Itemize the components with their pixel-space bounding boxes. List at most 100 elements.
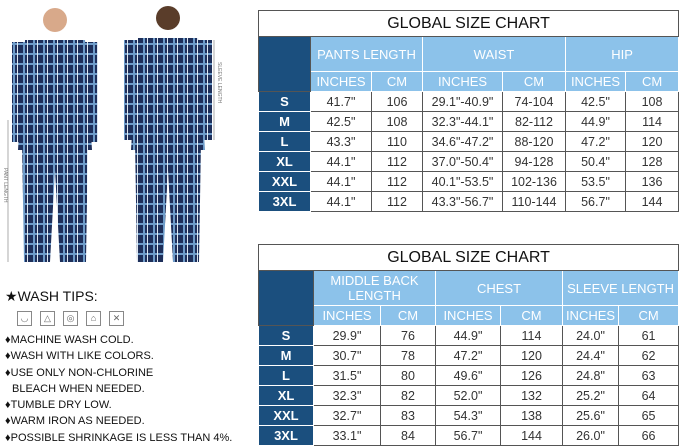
table-cell: 78: [380, 345, 436, 366]
table-cell: 126: [500, 365, 563, 386]
table-cell: 31.5": [313, 365, 381, 386]
column-group-header: HIP: [564, 36, 679, 72]
table-row: L 43.3" 110 34.6"-47.2" 88-120 47.2" 120: [258, 131, 679, 152]
table-cell: 44.9": [435, 325, 501, 346]
table-cell: 88-120: [502, 131, 566, 152]
table-cell: 52.0": [435, 385, 501, 406]
table-cell: 42.5": [565, 91, 626, 112]
table-row: L 31.5" 80 49.6" 126 24.8" 63: [258, 365, 679, 386]
table-cell: 112: [371, 171, 423, 192]
table-row: 3XL 44.1" 112 43.3"-56.7" 110-144 56.7" 144: [258, 191, 679, 212]
unit-header: CM: [380, 305, 436, 326]
corner-cell: [258, 36, 311, 92]
table-row: S 29.9" 76 44.9" 114 24.0" 61: [258, 325, 679, 346]
wash-tips: ★WASH TIPS: ◡ △ ◎ ⌂ ✕ ♦MACHINE WASH COLD…: [5, 288, 232, 446]
table-cell: 53.5": [565, 171, 626, 192]
wash-tip: ♦USE ONLY NON-CHLORINE: [5, 366, 154, 379]
table-cell: 114: [500, 325, 563, 346]
table-cell: 26.0": [562, 425, 619, 446]
sleeve-length-label: SLEEVE LENGTH: [216, 62, 222, 104]
table-row: XL 44.1" 112 37.0"-50.4" 94-128 50.4" 128: [258, 151, 679, 172]
table-cell: 112: [371, 191, 423, 212]
size-label: 3XL: [258, 191, 311, 212]
unit-header: INCHES: [565, 71, 626, 92]
size-label: XXL: [258, 405, 314, 426]
table-cell: 64: [617, 385, 679, 406]
table-cell: 49.6": [435, 365, 501, 386]
unit-header: CM: [617, 305, 679, 326]
table-cell: 66: [617, 425, 679, 446]
table-cell: 56.7": [565, 191, 626, 212]
table-cell: 56.7": [435, 425, 501, 446]
table-cell: 32.7": [313, 405, 381, 426]
wash-tips-title: ★WASH TIPS:: [5, 288, 98, 304]
table-row: M 42.5" 108 32.3"-44.1" 82-112 44.9" 114: [258, 111, 679, 132]
table-cell: 102-136: [502, 171, 566, 192]
pajama-model-photo: [7, 6, 215, 262]
chart-title: GLOBAL SIZE CHART: [257, 244, 679, 271]
column-group-header: CHEST: [435, 270, 563, 306]
table-cell: 43.3": [310, 131, 372, 152]
table-cell: 108: [624, 91, 679, 112]
table-row: XXL 32.7" 83 54.3" 138 25.6" 65: [258, 405, 679, 426]
column-group-header: MIDDLE BACK LENGTH: [313, 270, 436, 306]
table-cell: 32.3"-44.1": [422, 111, 503, 132]
table-cell: 29.1"-40.9": [422, 91, 503, 112]
table-cell: 112: [371, 151, 423, 172]
pant-length-label: PANT LENGTH: [2, 168, 8, 203]
table-cell: 110: [371, 131, 423, 152]
do-not-dry-clean-icon: ✕: [109, 311, 124, 326]
table-row: XL 32.3" 82 52.0" 132 25.2" 64: [258, 385, 679, 406]
column-group-header: WAIST: [422, 36, 566, 72]
table-cell: 42.5": [310, 111, 372, 132]
table-row: 3XL 33.1" 84 56.7" 144 26.0" 66: [258, 425, 679, 446]
pants-size-chart: GLOBAL SIZE CHART PANTS LENGTH WAIST HIP INC…: [257, 10, 679, 212]
non-chlorine-bleach-icon: △: [40, 311, 55, 326]
wash-tip: ♦POSSIBLE SHRINKAGE IS LESS THAN 4%.: [5, 431, 233, 444]
front-view-model: [12, 8, 98, 262]
column-group-header: PANTS LENGTH: [310, 36, 423, 72]
table-cell: 63: [617, 365, 679, 386]
wash-tip: ♦MACHINE WASH COLD.: [5, 334, 134, 346]
table-cell: 33.1": [313, 425, 381, 446]
table-cell: 43.3"-56.7": [422, 191, 503, 212]
unit-header: CM: [371, 71, 423, 92]
table-cell: 106: [371, 91, 423, 112]
table-cell: 144: [624, 191, 679, 212]
table-cell: 80: [380, 365, 436, 386]
unit-header: INCHES: [435, 305, 501, 326]
size-label: M: [258, 111, 311, 132]
table-cell: 62: [617, 345, 679, 366]
table-row: S 41.7" 106 29.1"-40.9" 74-104 42.5" 108: [258, 91, 679, 112]
table-cell: 24.0": [562, 325, 619, 346]
table-cell: 65: [617, 405, 679, 426]
table-cell: 136: [624, 171, 679, 192]
table-cell: 61: [617, 325, 679, 346]
table-cell: 144: [500, 425, 563, 446]
unit-header: CM: [624, 71, 679, 92]
corner-cell: [258, 270, 314, 326]
table-cell: 44.1": [310, 151, 372, 172]
table-cell: 47.2": [435, 345, 501, 366]
size-label: S: [258, 325, 314, 346]
table-cell: 132: [500, 385, 563, 406]
table-cell: 41.7": [310, 91, 372, 112]
table-cell: 138: [500, 405, 563, 426]
table-cell: 120: [624, 131, 679, 152]
table-cell: 108: [371, 111, 423, 132]
table-cell: 30.7": [313, 345, 381, 366]
table-cell: 44.1": [310, 171, 372, 192]
unit-header: CM: [500, 305, 563, 326]
iron-icon: ⌂: [86, 311, 101, 326]
table-cell: 32.3": [313, 385, 381, 406]
size-label: L: [258, 131, 311, 152]
table-cell: 82-112: [502, 111, 566, 132]
unit-header: INCHES: [422, 71, 503, 92]
table-cell: 110-144: [502, 191, 566, 212]
machine-wash-icon: ◡: [17, 311, 32, 326]
table-cell: 114: [624, 111, 679, 132]
table-cell: 24.8": [562, 365, 619, 386]
table-cell: 24.4": [562, 345, 619, 366]
table-cell: 34.6"-47.2": [422, 131, 503, 152]
size-label: S: [258, 91, 311, 112]
